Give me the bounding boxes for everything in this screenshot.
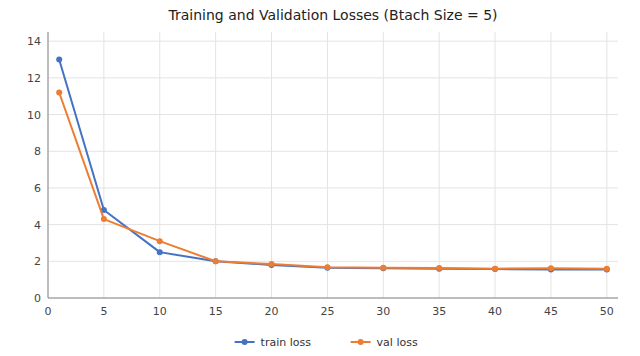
x-grid-line <box>606 32 607 298</box>
legend-marker <box>358 339 364 345</box>
x-tick-label: 35 <box>432 305 446 318</box>
x-grid-line <box>550 32 551 298</box>
y-grid-line <box>48 114 618 115</box>
series-marker <box>56 57 62 63</box>
legend: train loss val loss <box>235 336 418 349</box>
series-marker <box>157 238 163 244</box>
y-tick-label: 8 <box>34 145 41 158</box>
series-marker <box>324 265 330 271</box>
series-marker <box>604 266 610 272</box>
y-axis-line <box>48 32 49 298</box>
x-grid-line <box>383 32 384 298</box>
title: Training and Validation Losses (Btach Si… <box>167 7 497 23</box>
x-tick-label: 15 <box>209 305 223 318</box>
series-line <box>59 93 607 269</box>
y-tick-label: 4 <box>34 219 41 232</box>
series-marker <box>604 267 610 273</box>
series-marker <box>380 265 386 271</box>
x-tick-label: 50 <box>600 305 614 318</box>
x-tick-label: 40 <box>488 305 502 318</box>
series-marker <box>380 265 386 271</box>
series-marker <box>269 261 275 267</box>
series-marker <box>56 90 62 96</box>
x-grid-line <box>327 32 328 298</box>
x-tick-label: 0 <box>45 305 52 318</box>
chart: Training and Validation Losses (Btach Si… <box>0 0 640 356</box>
y-tick-label: 10 <box>27 109 41 122</box>
x-grid-line <box>495 32 496 298</box>
series-marker <box>213 258 219 264</box>
y-grid-line <box>48 298 618 299</box>
legend-label: train loss <box>261 336 312 349</box>
y-grid-line <box>48 261 618 262</box>
y-tick-label: 12 <box>27 72 41 85</box>
y-grid-line <box>48 77 618 78</box>
series-marker <box>436 265 442 271</box>
x-axis-line <box>48 298 618 299</box>
x-grid-line <box>159 32 160 298</box>
series-marker <box>492 266 498 272</box>
series-marker <box>269 262 275 268</box>
x-tick-label: 30 <box>376 305 390 318</box>
x-grid-line <box>271 32 272 298</box>
x-tick-label: 20 <box>265 305 279 318</box>
series-marker <box>157 249 163 255</box>
grid <box>48 32 618 298</box>
series-marker <box>548 265 554 271</box>
series-marker <box>492 266 498 272</box>
series-marker <box>213 258 219 264</box>
series-line <box>59 60 607 270</box>
y-tick-label: 6 <box>34 182 41 195</box>
x-grid-line <box>103 32 104 298</box>
y-grid-line <box>48 187 618 188</box>
y-grid-line <box>48 224 618 225</box>
y-tick-label: 2 <box>34 255 41 268</box>
x-grid-line <box>215 32 216 298</box>
y-grid-line <box>48 151 618 152</box>
x-grid-line <box>48 32 49 298</box>
series-marker <box>324 264 330 270</box>
legend-label: val loss <box>377 336 418 349</box>
y-grid-line <box>48 41 618 42</box>
series-marker <box>436 266 442 272</box>
x-tick-label: 25 <box>320 305 334 318</box>
legend-marker <box>242 339 248 345</box>
x-tick-label: 10 <box>153 305 167 318</box>
y-tick-label: 0 <box>34 292 41 305</box>
series-marker <box>101 216 107 222</box>
x-grid-line <box>439 32 440 298</box>
plot-area <box>56 57 610 273</box>
x-tick-label: 45 <box>544 305 558 318</box>
x-tick-label: 5 <box>100 305 107 318</box>
y-tick-label: 14 <box>27 35 41 48</box>
